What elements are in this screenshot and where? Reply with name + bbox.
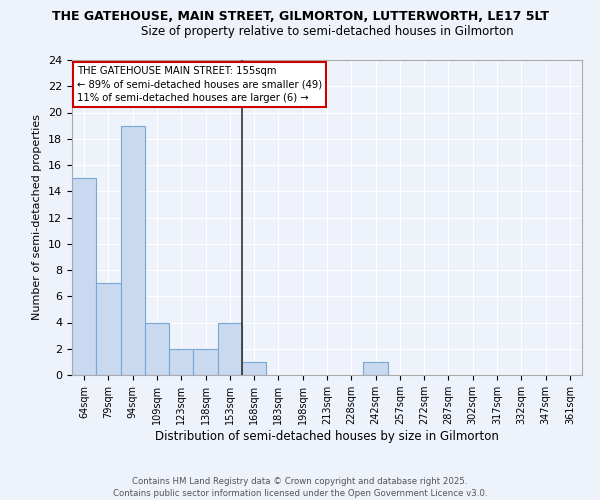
Bar	[72, 178, 96, 375]
Bar	[193, 349, 218, 375]
Y-axis label: Number of semi-detached properties: Number of semi-detached properties	[32, 114, 43, 320]
Title: Size of property relative to semi-detached houses in Gilmorton: Size of property relative to semi-detach…	[140, 25, 514, 38]
Text: Contains HM Land Registry data © Crown copyright and database right 2025.
Contai: Contains HM Land Registry data © Crown c…	[113, 476, 487, 498]
Text: THE GATEHOUSE MAIN STREET: 155sqm
← 89% of semi-detached houses are smaller (49): THE GATEHOUSE MAIN STREET: 155sqm ← 89% …	[77, 66, 322, 102]
Bar	[218, 322, 242, 375]
Bar	[169, 349, 193, 375]
Bar	[121, 126, 145, 375]
Bar	[145, 322, 169, 375]
Text: THE GATEHOUSE, MAIN STREET, GILMORTON, LUTTERWORTH, LE17 5LT: THE GATEHOUSE, MAIN STREET, GILMORTON, L…	[52, 10, 548, 23]
Bar	[242, 362, 266, 375]
Bar	[364, 362, 388, 375]
X-axis label: Distribution of semi-detached houses by size in Gilmorton: Distribution of semi-detached houses by …	[155, 430, 499, 443]
Bar	[96, 283, 121, 375]
